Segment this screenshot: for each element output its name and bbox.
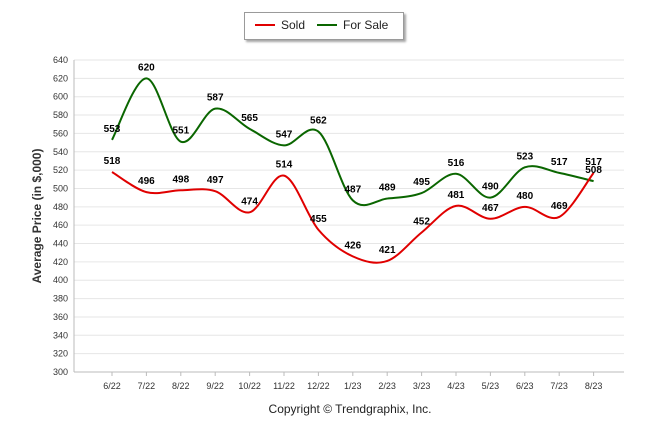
legend-swatch-for-sale [317, 24, 337, 26]
legend-swatch-sold [255, 24, 275, 26]
data-label-for-sale: 551 [172, 126, 189, 137]
legend: Sold For Sale [244, 12, 404, 40]
y-tick-label: 300 [53, 367, 68, 377]
data-label-sold: 480 [516, 191, 533, 202]
data-label-sold: 517 [585, 157, 602, 168]
data-label-for-sale: 553 [104, 124, 121, 135]
series-line-for-sale [111, 77, 594, 207]
data-label-sold: 455 [310, 214, 327, 225]
x-tick-label: 12/22 [307, 381, 330, 391]
series-lines [111, 77, 595, 264]
data-label-sold: 497 [207, 175, 224, 186]
legend-label-for-sale: For Sale [343, 18, 389, 32]
data-label-sold: 474 [241, 196, 258, 207]
x-tick-label: 10/22 [238, 381, 261, 391]
legend-label-sold: Sold [281, 18, 306, 32]
x-tick-label: 1/23 [344, 381, 362, 391]
x-tick-label: 8/23 [585, 381, 603, 391]
y-tick-label: 380 [53, 294, 68, 304]
x-tick-label: 3/23 [413, 381, 431, 391]
data-label-for-sale: 587 [207, 93, 224, 104]
x-axis-ticks: 6/22 7/22 8/22 9/22 10/22 11/22 12/22 1/23 2/23 3… [103, 372, 602, 391]
x-tick-label: 5/23 [482, 381, 500, 391]
y-tick-label: 580 [53, 110, 68, 120]
data-label-sold: 469 [551, 201, 568, 212]
x-tick-label: 6/22 [103, 381, 121, 391]
data-label-for-sale: 508 [585, 165, 602, 176]
y-tick-label: 340 [53, 330, 68, 340]
data-label-sold: 421 [379, 245, 396, 256]
data-label-sold: 426 [344, 240, 361, 251]
data-label-for-sale: 489 [379, 183, 396, 194]
data-label-sold: 498 [172, 174, 189, 185]
x-tick-label: 7/22 [138, 381, 156, 391]
x-tick-label: 8/22 [172, 381, 190, 391]
data-label-sold: 514 [276, 160, 293, 171]
data-label-sold: 481 [448, 190, 465, 201]
y-tick-label: 540 [53, 147, 68, 157]
y-tick-label: 320 [53, 349, 68, 359]
x-tick-label: 11/22 [273, 381, 295, 391]
legend-item-sold: Sold [255, 18, 305, 32]
data-label-for-sale: 490 [482, 182, 499, 193]
data-label-for-sale: 620 [138, 62, 155, 73]
copyright-text: Copyright © Trendgraphix, Inc. [268, 402, 432, 416]
data-label-sold: 452 [413, 217, 430, 228]
y-tick-label: 480 [53, 202, 68, 212]
x-tick-label: 4/23 [447, 381, 465, 391]
y-axis-ticks: 300 320 340 360 380 400 420 440 460 480 500 520 540 5… [53, 55, 68, 377]
x-tick-label: 9/22 [206, 381, 224, 391]
y-tick-label: 400 [53, 275, 68, 285]
y-tick-label: 600 [53, 92, 68, 102]
data-label-for-sale: 523 [516, 151, 533, 162]
y-tick-label: 460 [53, 220, 68, 230]
y-axis-label: Average Price (in $,000) [30, 149, 44, 284]
x-tick-label: 2/23 [378, 381, 396, 391]
data-label-sold: 518 [104, 156, 121, 167]
y-tick-label: 520 [53, 165, 68, 175]
data-label-for-sale: 495 [413, 177, 430, 188]
x-tick-label: 6/23 [516, 381, 534, 391]
data-label-for-sale: 562 [310, 116, 327, 127]
data-label-for-sale: 565 [241, 113, 258, 124]
data-label-for-sale: 487 [344, 184, 361, 195]
y-tick-label: 500 [53, 183, 68, 193]
x-tick-label: 7/23 [550, 381, 568, 391]
grid-lines [73, 59, 624, 373]
y-tick-label: 640 [53, 55, 68, 65]
data-label-sold: 467 [482, 203, 499, 214]
y-tick-label: 620 [53, 73, 68, 83]
data-label-for-sale: 547 [276, 129, 293, 140]
legend-item-for-sale: For Sale [317, 18, 388, 32]
data-label-for-sale: 516 [448, 158, 465, 169]
series-line-sold [111, 171, 595, 264]
y-tick-label: 360 [53, 312, 68, 322]
y-tick-label: 560 [53, 128, 68, 138]
y-tick-label: 440 [53, 239, 68, 249]
data-label-sold: 496 [138, 176, 155, 187]
y-tick-label: 420 [53, 257, 68, 267]
data-labels: 518 496 498 497 474 514 455 426 421 452 481 467 480 4… [104, 62, 603, 256]
data-label-for-sale: 517 [551, 157, 568, 168]
